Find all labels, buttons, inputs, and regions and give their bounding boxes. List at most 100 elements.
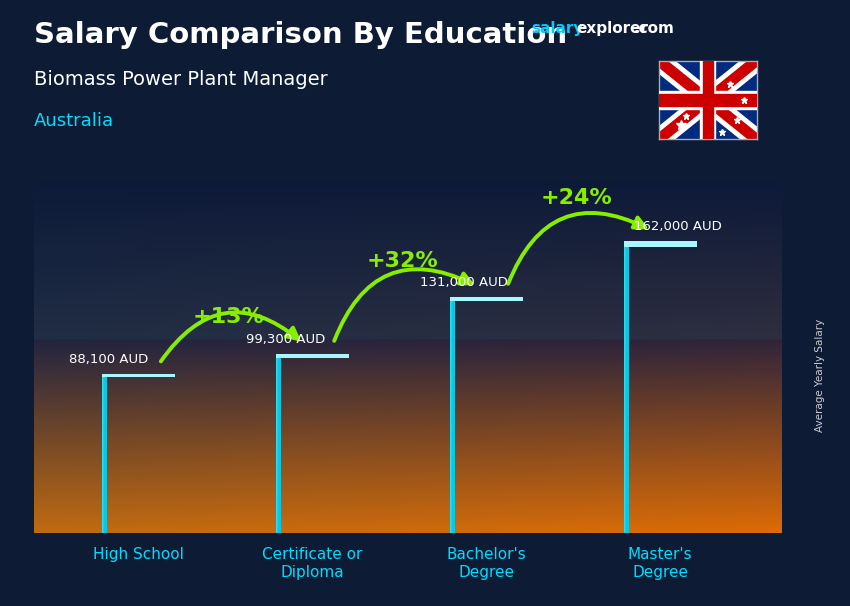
Bar	[450, 297, 453, 533]
Bar	[278, 355, 280, 533]
Bar	[624, 241, 626, 533]
Bar	[276, 355, 279, 533]
Bar	[103, 375, 105, 533]
Bar	[277, 355, 280, 533]
Bar	[278, 355, 280, 533]
Bar	[104, 375, 106, 533]
Bar	[104, 375, 106, 533]
Bar	[276, 355, 279, 533]
Bar	[626, 241, 628, 533]
Bar	[626, 241, 628, 533]
Bar	[625, 241, 627, 533]
Bar	[450, 297, 452, 533]
Bar	[276, 355, 279, 533]
Text: salary: salary	[531, 21, 584, 36]
Bar	[277, 355, 280, 533]
Bar	[104, 375, 106, 533]
Bar	[103, 375, 105, 533]
Bar	[276, 355, 279, 533]
Bar	[452, 297, 455, 533]
Bar	[104, 375, 106, 533]
Text: .com: .com	[633, 21, 674, 36]
Bar	[276, 355, 279, 533]
Bar	[659, 94, 756, 106]
Bar	[624, 241, 626, 533]
Bar	[102, 375, 105, 533]
Bar	[102, 375, 105, 533]
Bar	[450, 297, 452, 533]
Bar	[450, 297, 523, 301]
Text: 88,100 AUD: 88,100 AUD	[69, 353, 148, 367]
Bar	[277, 355, 280, 533]
Bar	[451, 297, 454, 533]
Bar	[105, 375, 107, 533]
Bar	[102, 375, 175, 378]
Bar	[624, 241, 626, 533]
Bar	[104, 375, 106, 533]
Text: 99,300 AUD: 99,300 AUD	[246, 333, 326, 346]
Bar	[104, 375, 106, 533]
Bar	[276, 355, 279, 533]
Bar	[625, 241, 627, 533]
Polygon shape	[655, 51, 760, 149]
Text: 162,000 AUD: 162,000 AUD	[634, 220, 722, 233]
Text: Biomass Power Plant Manager: Biomass Power Plant Manager	[34, 70, 328, 88]
Bar	[102, 375, 105, 533]
Polygon shape	[657, 56, 758, 144]
Bar	[275, 355, 278, 533]
Bar	[659, 90, 756, 110]
Bar	[625, 241, 627, 533]
Bar	[625, 241, 627, 533]
Bar	[277, 355, 280, 533]
Bar	[278, 355, 280, 533]
Bar	[451, 297, 454, 533]
Bar	[104, 375, 106, 533]
Bar	[102, 375, 105, 533]
Bar	[103, 375, 105, 533]
Bar	[277, 355, 280, 533]
Bar	[103, 375, 105, 533]
Text: +24%: +24%	[541, 188, 613, 208]
Bar	[452, 297, 455, 533]
Bar	[625, 241, 627, 533]
Bar	[450, 297, 453, 533]
Bar	[703, 61, 712, 139]
Bar	[451, 297, 454, 533]
Bar	[626, 241, 628, 533]
Bar	[452, 297, 454, 533]
Text: explorer: explorer	[576, 21, 649, 36]
Bar	[276, 355, 278, 533]
Bar	[450, 297, 452, 533]
Text: Average Yearly Salary: Average Yearly Salary	[815, 319, 825, 432]
Bar	[626, 241, 628, 533]
Bar	[626, 241, 627, 533]
Bar	[625, 241, 627, 533]
Bar	[278, 355, 280, 533]
Polygon shape	[657, 56, 758, 144]
Bar	[105, 375, 106, 533]
Bar	[102, 375, 105, 533]
Text: 131,000 AUD: 131,000 AUD	[420, 276, 508, 289]
Bar	[624, 241, 626, 533]
Bar	[276, 355, 279, 533]
Bar	[626, 241, 628, 533]
Bar	[276, 355, 279, 533]
Bar	[624, 241, 626, 533]
Bar	[104, 375, 105, 533]
Bar	[103, 375, 105, 533]
Text: +13%: +13%	[193, 307, 264, 327]
Polygon shape	[655, 51, 760, 149]
Bar	[450, 297, 453, 533]
Bar	[450, 297, 452, 533]
Bar	[624, 241, 626, 533]
Bar	[277, 355, 280, 533]
Bar	[624, 241, 697, 247]
Bar	[450, 297, 453, 533]
Bar	[700, 61, 716, 139]
Bar	[625, 241, 627, 533]
Bar	[104, 375, 106, 533]
Bar	[452, 297, 455, 533]
Bar	[451, 297, 454, 533]
Bar	[451, 297, 454, 533]
Bar	[626, 241, 628, 533]
